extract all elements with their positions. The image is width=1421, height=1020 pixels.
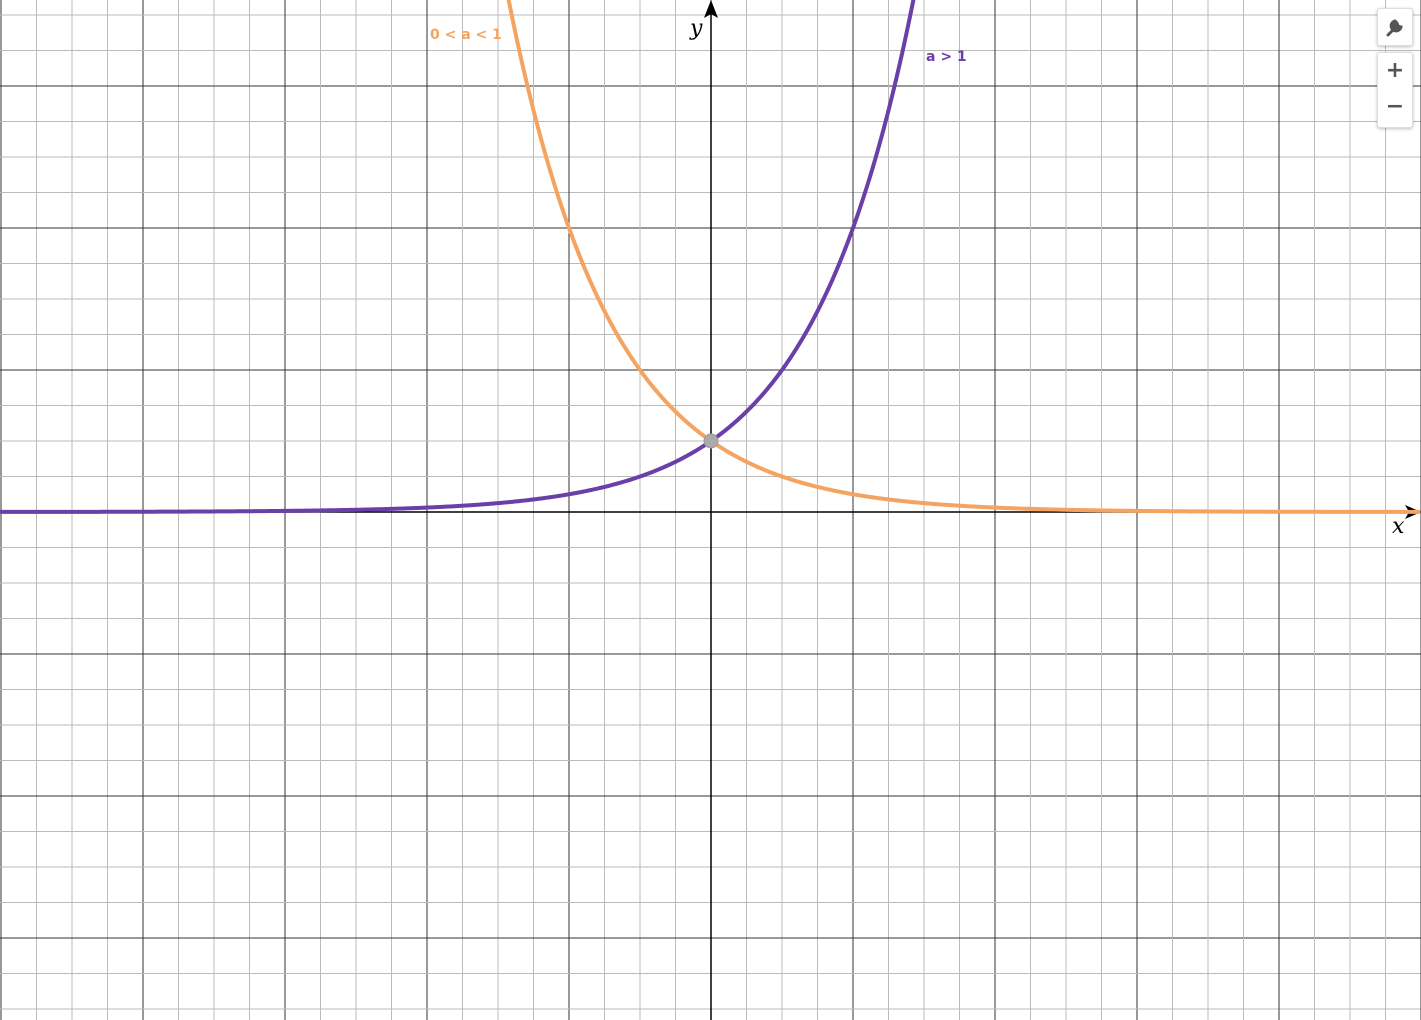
y-axis-label: y	[689, 16, 703, 41]
y-arrow	[704, 0, 718, 18]
decay-curve	[506, 0, 1420, 514]
wrench-icon	[1386, 19, 1403, 37]
settings-button[interactable]	[1377, 8, 1413, 46]
zoom-out-button[interactable]: −	[1385, 94, 1405, 119]
x-axis-label: x	[1392, 514, 1405, 539]
curves	[0, 0, 1420, 514]
intersection-point	[703, 433, 719, 449]
growth-curve	[0, 0, 916, 514]
curve-label: a > 1	[926, 49, 967, 65]
zoom-controls: + −	[1377, 52, 1413, 128]
curve-label: 0 < a < 1	[430, 27, 502, 43]
zoom-in-button[interactable]: +	[1385, 58, 1405, 83]
